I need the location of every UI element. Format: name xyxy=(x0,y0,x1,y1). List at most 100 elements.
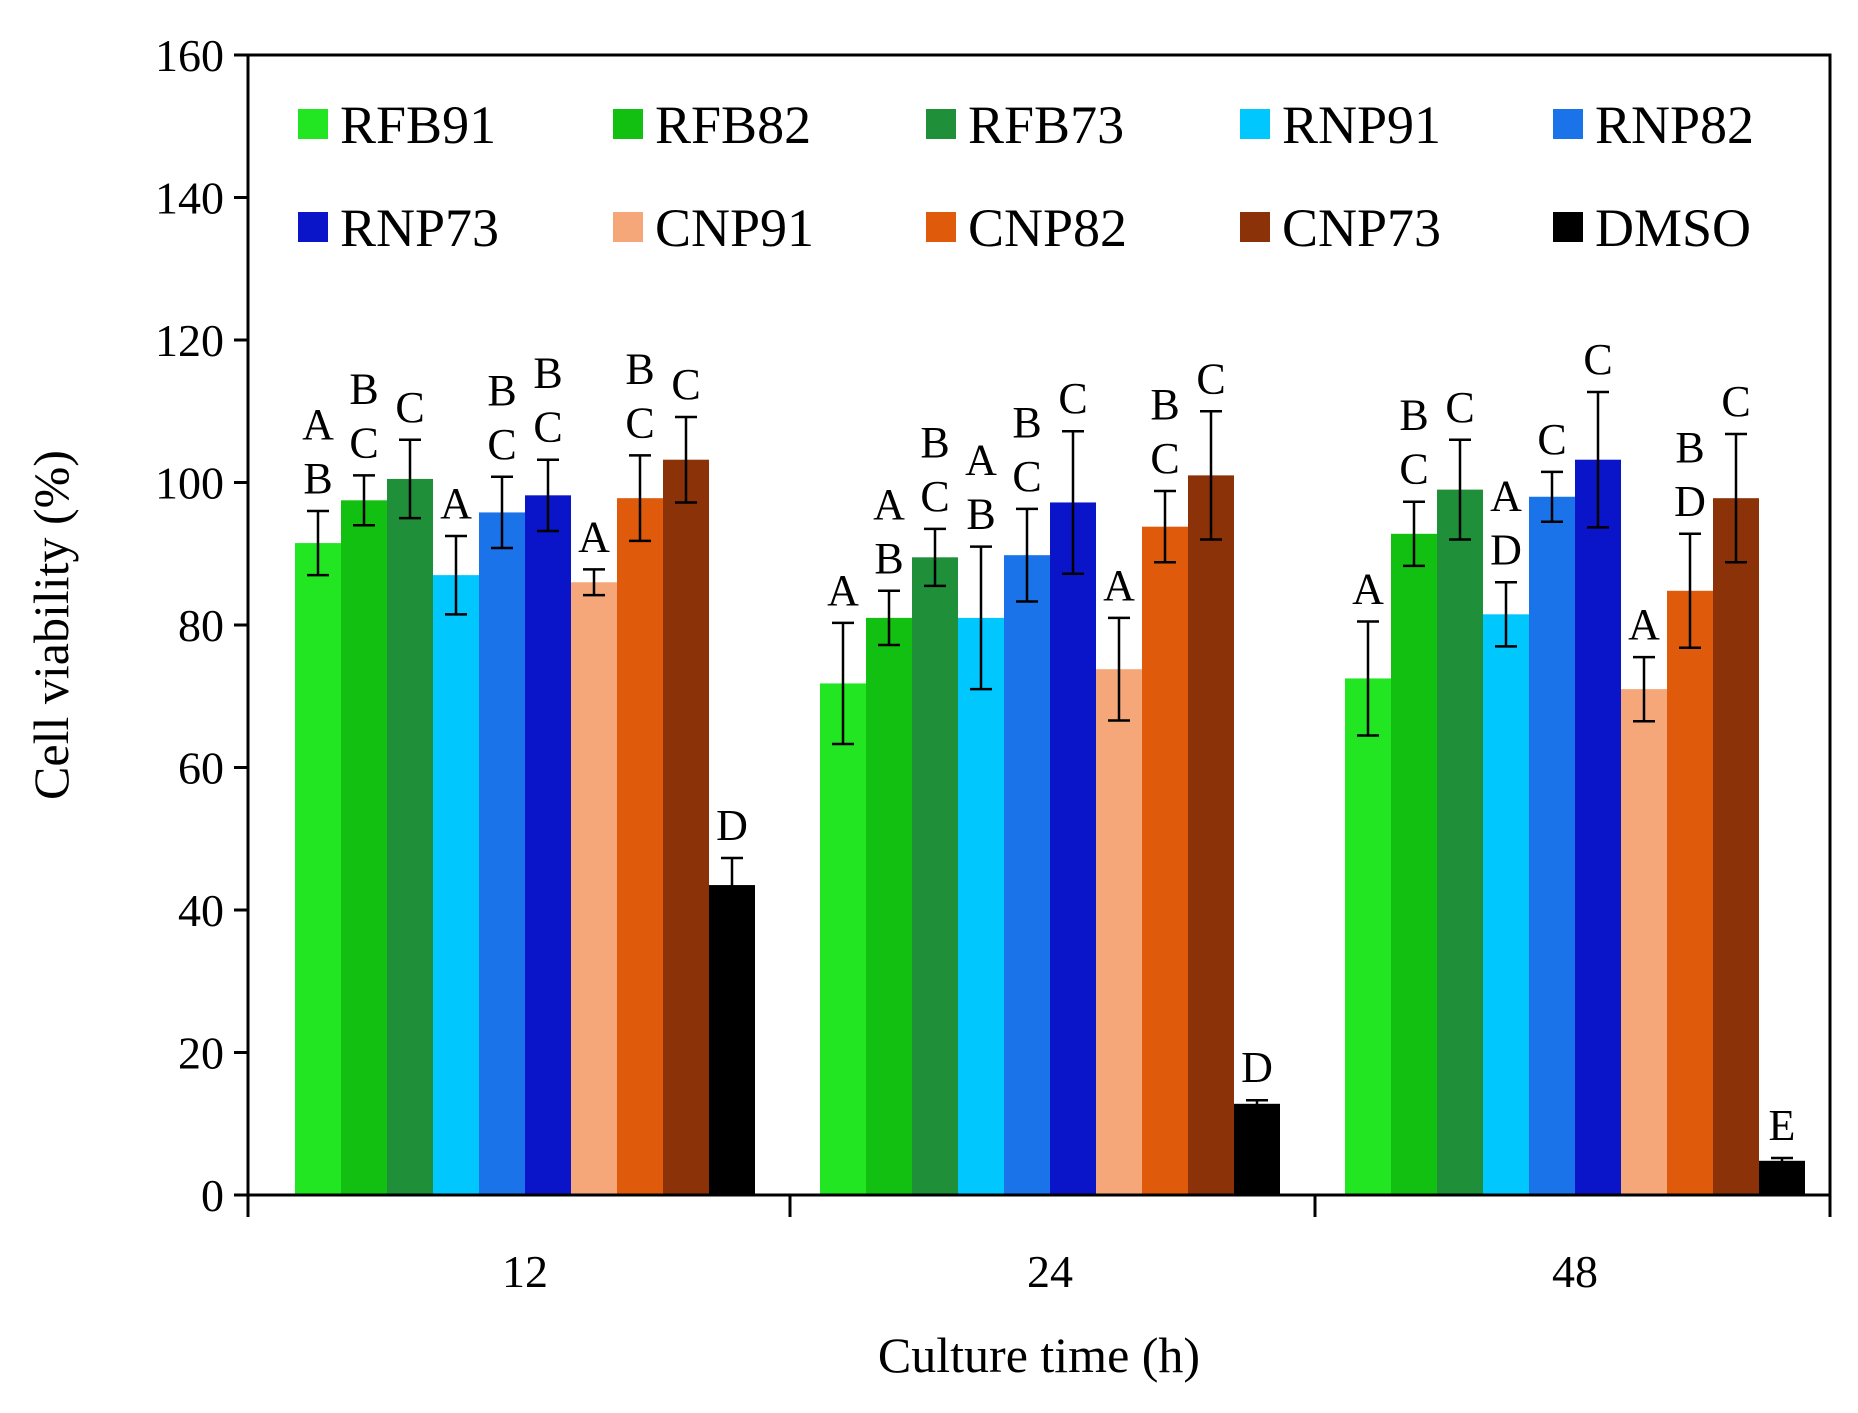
error-bar-cnp73-48h xyxy=(1725,432,1747,564)
significance-letter-cnp82-48h: B xyxy=(1675,423,1704,472)
legend-item-cnp73: CNP73 xyxy=(1240,198,1441,258)
bar-cnp91-24h xyxy=(1096,669,1142,1195)
legend-label-rfb73: RFB73 xyxy=(968,95,1124,155)
significance-letter-rnp82-12h: B xyxy=(487,366,516,415)
y-axis-title: Cell viability (%) xyxy=(23,450,79,800)
error-bar-rnp82-12h xyxy=(491,475,513,550)
legend-label-cnp91: CNP91 xyxy=(655,198,814,258)
legend-label-rnp73: RNP73 xyxy=(340,198,499,258)
bar-dmso-24h xyxy=(1234,1103,1280,1195)
bar-rnp73-24h xyxy=(1050,502,1096,1195)
legend-label-rfb91: RFB91 xyxy=(340,95,496,155)
error-bar-dmso-24h xyxy=(1246,1098,1268,1109)
significance-letter-rfb91-24h: A xyxy=(827,566,859,615)
significance-letter-rnp73-12h: C xyxy=(533,403,562,452)
error-bar-rnp91-12h xyxy=(445,534,467,616)
error-bar-rfb73-12h xyxy=(399,438,421,520)
significance-letter-dmso-24h: D xyxy=(1241,1043,1273,1092)
significance-letter-rfb82-48h: B xyxy=(1399,391,1428,440)
error-bar-cnp91-24h xyxy=(1108,616,1130,722)
bar-cnp73-24h xyxy=(1188,475,1234,1195)
bar-rnp91-24h xyxy=(958,617,1004,1195)
significance-letter-cnp82-12h: B xyxy=(625,344,654,393)
bar-rfb91-48h xyxy=(1345,678,1391,1195)
legend: RFB91 RFB82 RFB73 RNP91 RNP82 RNP73 CNP91 CNP82… xyxy=(298,95,1754,258)
legend-swatch-rnp82 xyxy=(1553,109,1583,139)
significance-letter-cnp73-48h: C xyxy=(1721,377,1750,426)
legend-label-rnp82: RNP82 xyxy=(1595,95,1754,155)
error-bar-dmso-48h xyxy=(1771,1156,1793,1165)
bar-dmso-12h xyxy=(709,885,755,1195)
legend-swatch-rnp91 xyxy=(1240,109,1270,139)
error-bar-rfb91-24h xyxy=(832,621,854,746)
legend-item-rfb82: RFB82 xyxy=(613,95,811,155)
significance-letter-rnp91-12h: A xyxy=(440,479,472,528)
significance-letter-rnp73-12h: B xyxy=(533,349,562,398)
bar-rfb73-48h xyxy=(1437,489,1483,1195)
x-tick-label-12: 12 xyxy=(502,1246,548,1297)
error-bar-rnp82-48h xyxy=(1541,470,1563,523)
significance-letter-rnp73-24h: C xyxy=(1058,374,1087,423)
significance-letter-dmso-48h: E xyxy=(1769,1101,1796,1150)
legend-swatch-cnp73 xyxy=(1240,212,1270,242)
significance-letter-rfb82-48h: C xyxy=(1399,445,1428,494)
significance-letter-dmso-12h: D xyxy=(716,801,748,850)
legend-item-rfb91: RFB91 xyxy=(298,95,496,155)
bar-cnp82-24h xyxy=(1142,526,1188,1195)
legend-swatch-cnp91 xyxy=(613,212,643,242)
legend-label-rfb82: RFB82 xyxy=(655,95,811,155)
axes-layer: 0 20 40 60 80 100 120 140 160 12 24 48 xyxy=(155,30,1832,1297)
error-bar-cnp91-12h xyxy=(583,568,605,597)
significance-letter-rfb73-24h: C xyxy=(920,472,949,521)
legend-swatch-cnp82 xyxy=(926,212,956,242)
significance-letter-rnp82-12h: C xyxy=(487,420,516,469)
bar-rnp82-24h xyxy=(1004,555,1050,1195)
error-bar-cnp91-48h xyxy=(1633,655,1655,723)
bar-rnp91-48h xyxy=(1483,614,1529,1195)
x-tick-label-48: 48 xyxy=(1552,1246,1598,1297)
significance-letter-rnp91-24h: B xyxy=(966,490,995,539)
bar-cnp82-48h xyxy=(1667,590,1713,1195)
legend-label-cnp73: CNP73 xyxy=(1282,198,1441,258)
error-bar-dmso-12h xyxy=(721,856,743,914)
error-bar-rfb82-24h xyxy=(878,589,900,647)
error-bar-cnp82-48h xyxy=(1679,532,1701,650)
error-bar-rnp91-48h xyxy=(1495,581,1517,648)
legend-item-dmso: DMSO xyxy=(1553,198,1751,258)
error-bar-rfb73-48h xyxy=(1449,438,1471,541)
bar-rfb73-24h xyxy=(912,557,958,1195)
error-bar-rfb91-48h xyxy=(1357,620,1379,737)
significance-letter-rfb91-48h: A xyxy=(1352,564,1384,613)
error-bar-cnp82-12h xyxy=(629,454,651,543)
x-tick-label-24: 24 xyxy=(1027,1246,1073,1297)
significance-letter-rnp82-48h: C xyxy=(1537,415,1566,464)
bar-rnp73-48h xyxy=(1575,459,1621,1195)
bar-dmso-48h xyxy=(1759,1160,1805,1195)
significance-letter-cnp82-24h: B xyxy=(1150,380,1179,429)
error-bar-cnp73-24h xyxy=(1200,410,1222,541)
significance-letter-cnp91-48h: A xyxy=(1628,600,1660,649)
error-bar-rnp73-12h xyxy=(537,458,559,533)
legend-swatch-rfb82 xyxy=(613,109,643,139)
error-bar-rnp82-24h xyxy=(1016,507,1038,603)
significance-letter-rfb82-12h: B xyxy=(349,364,378,413)
significance-letter-rfb73-12h: C xyxy=(395,383,424,432)
y-tick-label-80: 80 xyxy=(178,600,224,651)
error-bar-rfb73-24h xyxy=(924,527,946,588)
significance-letter-rfb91-12h: A xyxy=(302,400,334,449)
bar-rfb91-24h xyxy=(820,683,866,1195)
y-tick-label-60: 60 xyxy=(178,743,224,794)
y-tick-label-20: 20 xyxy=(178,1028,224,1079)
bar-rnp91-12h xyxy=(433,575,479,1195)
significance-letter-rfb73-48h: C xyxy=(1445,383,1474,432)
significance-letter-rnp73-48h: C xyxy=(1583,335,1612,384)
significance-letter-cnp82-12h: C xyxy=(625,398,654,447)
bar-rfb82-24h xyxy=(866,617,912,1195)
x-axis-title: Culture time (h) xyxy=(878,1327,1200,1383)
significance-letter-rnp91-48h: D xyxy=(1490,525,1522,574)
significance-letter-rfb82-12h: C xyxy=(349,418,378,467)
significance-letter-cnp73-24h: C xyxy=(1196,354,1225,403)
error-bar-cnp73-12h xyxy=(675,415,697,504)
